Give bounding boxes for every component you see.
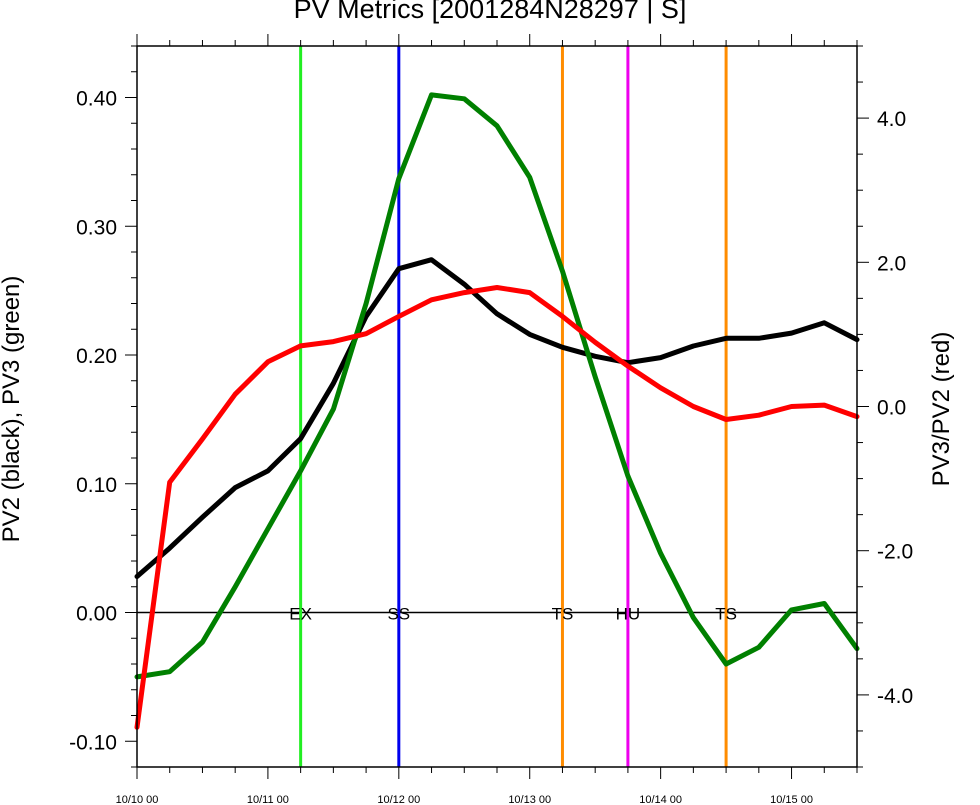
- plot-frame: [136, 45, 858, 768]
- y2-tick-label: -2.0: [877, 541, 913, 564]
- x-tick-label: 10/13 00: [508, 794, 551, 805]
- y-axis-left-label: PV2 (black), PV3 (green): [0, 275, 25, 543]
- y-tick-label: 0.10: [76, 474, 117, 497]
- x-tick-label: 10/11 00: [247, 794, 289, 805]
- y2-tick-label: 0.0: [877, 397, 906, 420]
- x-tick-label: 10/12 00: [377, 794, 420, 805]
- y-tick-label: 0.00: [76, 603, 117, 626]
- y2-tick-label: 2.0: [877, 252, 906, 275]
- y-tick-label: 0.40: [76, 88, 117, 111]
- chart-marks-layer: EX SS TS HU TS: [134, 46, 860, 767]
- event-label-ts: TS: [552, 605, 574, 624]
- x-tick-label: 10/15 00: [770, 794, 813, 805]
- event-label-ex: EX: [289, 605, 312, 624]
- event-label-ss: SS: [387, 605, 410, 624]
- chart-axes-layer: -0.10 0.00 0.10 0.20 0.30 0.40 -4.0 -2.0 0.0 2.0 4…: [69, 34, 913, 805]
- series-line-2: [134, 285, 860, 730]
- event-label-hu: HU: [616, 605, 641, 624]
- chart-title: PV Metrics [2001284N28297 | S]: [293, 0, 687, 24]
- series-line-0: [134, 257, 860, 579]
- y2-tick-label: 4.0: [877, 108, 906, 131]
- series-line-1: [134, 92, 860, 680]
- x-tick-label: 10/14 00: [639, 794, 682, 805]
- y-tick-label: 0.20: [76, 345, 117, 368]
- y-tick-label: 0.30: [76, 216, 117, 239]
- y-tick-label: -0.10: [69, 731, 117, 754]
- y-axis-right-label: PV3/PV2 (red): [928, 331, 955, 487]
- x-tick-label: 10/10 00: [116, 794, 159, 805]
- y2-tick-label: -4.0: [877, 685, 913, 708]
- event-label-ts: TS: [715, 605, 737, 624]
